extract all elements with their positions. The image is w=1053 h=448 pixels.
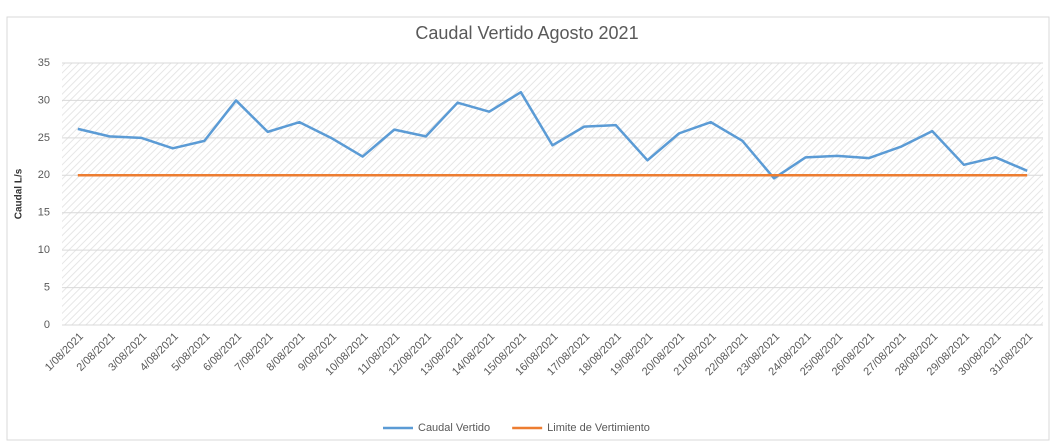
chart-title: Caudal Vertido Agosto 2021 xyxy=(415,23,638,43)
y-tick-label: 20 xyxy=(38,169,50,181)
y-tick-label: 35 xyxy=(38,57,50,69)
plot-area xyxy=(62,63,1043,325)
y-tick-label: 10 xyxy=(38,244,50,256)
y-tick-label: 15 xyxy=(38,207,50,219)
legend-label: Limite de Vertimiento xyxy=(547,422,650,434)
y-tick-label: 30 xyxy=(38,94,50,106)
y-axis-label: Caudal L/s xyxy=(14,168,25,219)
legend-label: Caudal Vertido xyxy=(418,422,490,434)
y-tick-label: 25 xyxy=(38,132,50,144)
y-tick-label: 5 xyxy=(44,281,50,293)
y-tick-label: 0 xyxy=(44,319,50,331)
line-series xyxy=(77,90,1028,180)
